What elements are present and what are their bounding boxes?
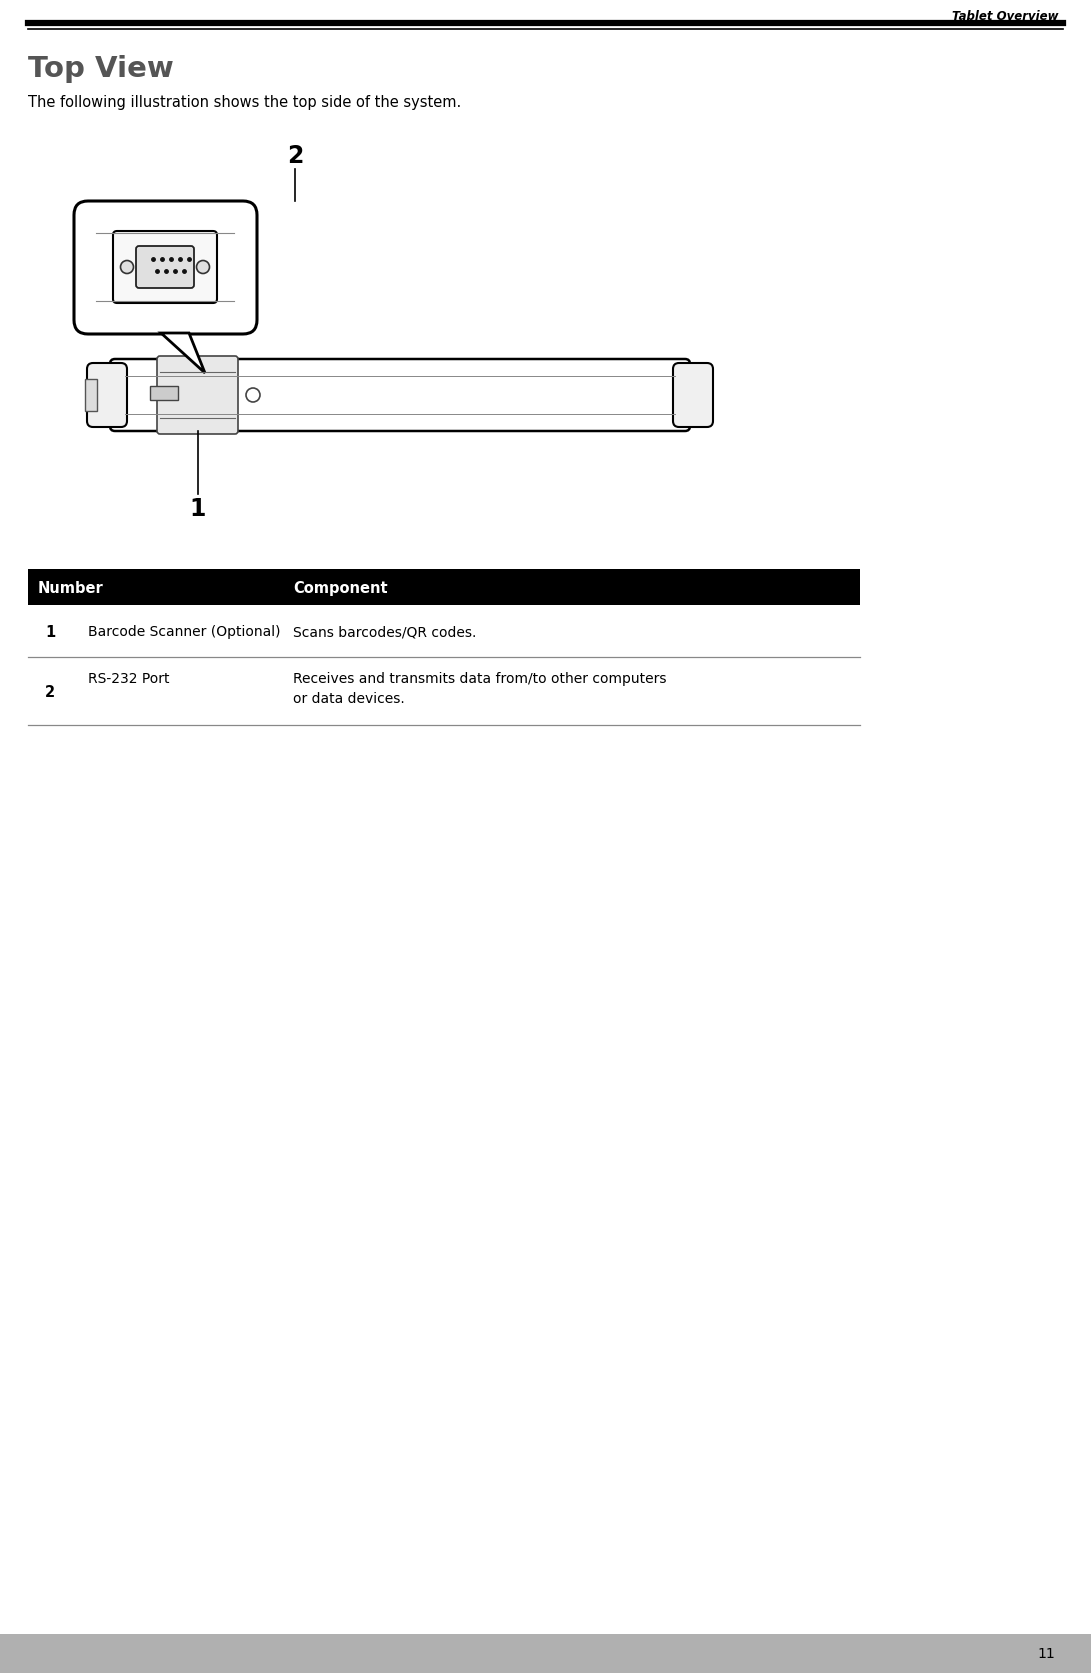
Text: Number: Number [38, 581, 104, 596]
FancyBboxPatch shape [110, 360, 690, 432]
Text: Receives and transmits data from/to other computers: Receives and transmits data from/to othe… [293, 671, 667, 686]
Bar [28, 570, 860, 606]
Bar [85, 380, 97, 412]
Text: 1: 1 [45, 624, 56, 639]
Text: 11: 11 [1038, 1646, 1055, 1661]
Text: Component: Component [293, 581, 387, 596]
Text: Top View: Top View [28, 55, 173, 84]
Text: 2: 2 [45, 684, 55, 699]
Text: RS-232 Port: RS-232 Port [88, 671, 169, 686]
Text: Scans barcodes/QR codes.: Scans barcodes/QR codes. [293, 624, 477, 639]
Text: Tablet Overview: Tablet Overview [951, 10, 1058, 23]
Bar [149, 386, 178, 402]
Text: 1: 1 [190, 497, 206, 520]
FancyBboxPatch shape [87, 363, 127, 428]
Text: or data devices.: or data devices. [293, 691, 405, 706]
Polygon shape [161, 335, 205, 373]
Text: Barcode Scanner (Optional): Barcode Scanner (Optional) [88, 624, 280, 639]
FancyBboxPatch shape [136, 248, 194, 289]
Circle shape [120, 261, 133, 274]
FancyBboxPatch shape [673, 363, 714, 428]
FancyBboxPatch shape [113, 233, 217, 304]
FancyBboxPatch shape [157, 356, 238, 435]
FancyBboxPatch shape [74, 202, 257, 335]
Circle shape [196, 261, 209, 274]
Text: The following illustration shows the top side of the system.: The following illustration shows the top… [28, 95, 461, 110]
Bar [0, 1635, 1091, 1673]
Circle shape [245, 388, 260, 403]
Text: 2: 2 [287, 144, 303, 167]
